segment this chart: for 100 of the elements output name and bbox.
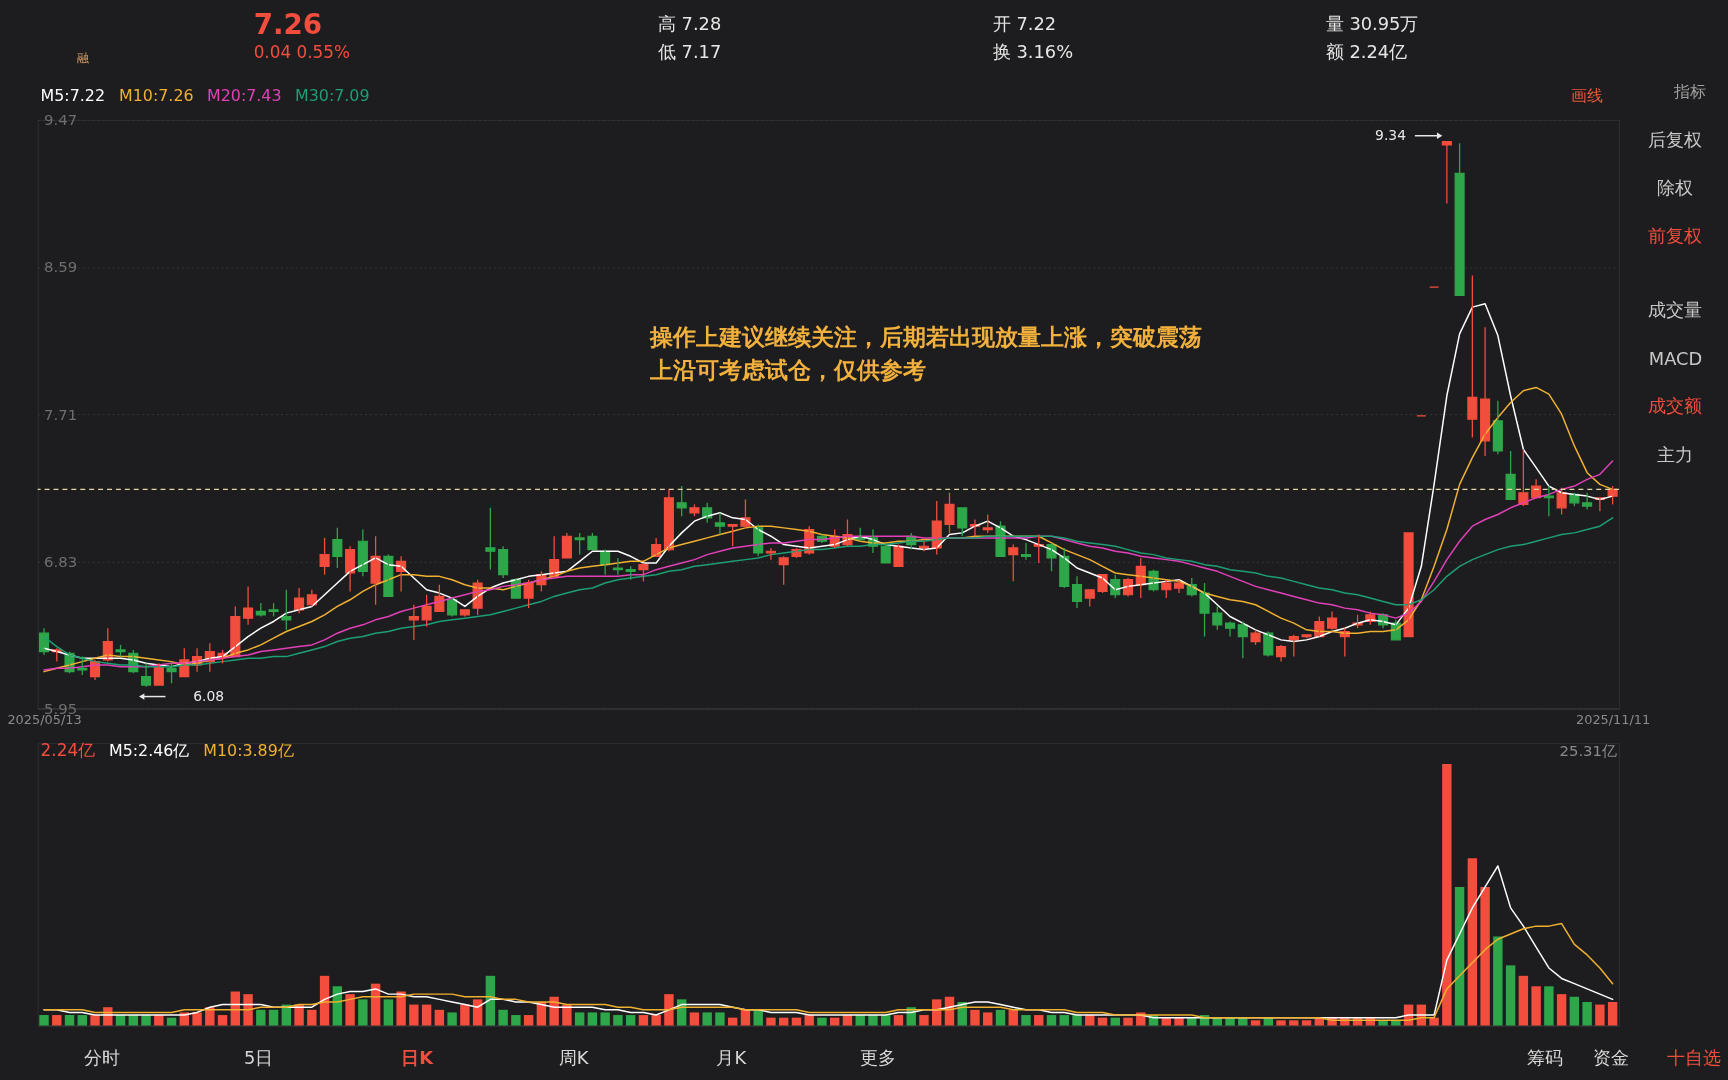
candlestick: [1441, 140, 1452, 205]
text: 资金: [1593, 1047, 1630, 1069]
bar: [1454, 886, 1465, 1026]
bar: [1046, 1015, 1057, 1026]
candlestick: [574, 532, 585, 556]
annotation: 操作上建议继续关注，后期若出现放量上涨，突破震荡上沿可考虑试仓，仅供参考: [648, 323, 1202, 384]
annotation: 9.34: [1375, 126, 1407, 143]
bar: [1225, 1017, 1235, 1026]
text: 5日: [243, 1047, 274, 1069]
bar: [1008, 1009, 1018, 1026]
text: 更多: [859, 1047, 896, 1069]
bar: [332, 986, 343, 1026]
candlestick: [778, 555, 789, 586]
bar: [1518, 975, 1529, 1026]
bar: [1250, 1020, 1261, 1026]
text: 前复权: [1648, 224, 1703, 246]
candlestick: [957, 507, 968, 537]
bar: [166, 1017, 177, 1026]
bar: [1123, 1017, 1133, 1026]
bar: [995, 1009, 1006, 1026]
bar: [766, 1017, 776, 1026]
candlestick: [982, 513, 993, 534]
bar: [1174, 1017, 1184, 1026]
text: 除权: [1657, 177, 1694, 199]
bar: [1212, 1017, 1222, 1026]
text: M20:7.43: [207, 86, 282, 106]
bar: [1238, 1017, 1248, 1026]
bar: [523, 1015, 534, 1026]
bar: [52, 1015, 62, 1026]
bar: [1531, 986, 1541, 1026]
bar: [753, 1009, 763, 1026]
candlestick: [370, 535, 381, 606]
bar: [383, 999, 394, 1026]
bar: [268, 1009, 279, 1026]
text: 额 2.24亿: [1325, 41, 1408, 63]
bar: [1097, 1017, 1108, 1026]
bar: [192, 1012, 202, 1026]
candlestick: [1199, 582, 1210, 638]
bar: [1187, 1017, 1197, 1026]
bar: [702, 1012, 712, 1026]
bar: [345, 994, 355, 1026]
bar: [855, 1015, 865, 1026]
text: 0.04 0.55%: [253, 42, 350, 63]
text: 7.26: [253, 7, 323, 41]
bar: [319, 975, 330, 1026]
bar: [1110, 1017, 1120, 1026]
bar: [1442, 764, 1452, 1026]
candlestick: [1008, 543, 1019, 583]
bar: [128, 1015, 138, 1026]
text: 指标: [1673, 82, 1707, 102]
y-tick-label: 8.59: [44, 258, 78, 277]
bar: [715, 1012, 725, 1026]
text: 分时: [84, 1047, 121, 1069]
candlestick: [1467, 274, 1478, 439]
bar: [970, 1009, 980, 1026]
candlestick: [1097, 574, 1108, 594]
text: 2.24亿: [40, 740, 96, 760]
text: M30:7.09: [295, 86, 370, 106]
bar: [830, 1017, 840, 1026]
bar: [932, 999, 942, 1026]
bar: [421, 1004, 432, 1026]
x-tick-label: 2025/11/11: [1576, 711, 1651, 727]
bar: [1314, 1017, 1325, 1026]
bar: [370, 983, 381, 1026]
bar: [396, 991, 406, 1026]
bar: [1276, 1020, 1286, 1026]
text: 融: [77, 51, 90, 66]
text: 画线: [1571, 86, 1604, 106]
text: 低 7.17: [657, 41, 722, 63]
bar: [689, 1012, 700, 1026]
bar: [307, 1009, 317, 1026]
bar: [868, 1015, 878, 1026]
candlestick: [638, 562, 649, 583]
bar: [1467, 858, 1478, 1026]
bar: [817, 1017, 827, 1026]
candlestick: [1454, 142, 1465, 297]
bar: [39, 1015, 49, 1026]
bar: [1161, 1017, 1171, 1026]
bar: [919, 1015, 929, 1026]
text: 量 30.95万: [1325, 12, 1419, 34]
bar: [1072, 1015, 1082, 1026]
bar: [64, 1015, 75, 1026]
text: 25.31亿: [1559, 742, 1618, 760]
bar: [217, 1015, 228, 1026]
bar: [740, 1009, 751, 1026]
candlestick: [1161, 579, 1172, 599]
bar: [625, 1015, 636, 1026]
candlestick: [714, 512, 725, 536]
bar: [778, 1017, 789, 1026]
candlestick: [77, 655, 88, 676]
bar: [1480, 886, 1490, 1026]
text: M10:7.26: [119, 86, 194, 106]
bar: [1493, 936, 1503, 1026]
candlestick: [727, 523, 738, 547]
bar: [1021, 1015, 1031, 1026]
bar: [1556, 994, 1567, 1026]
candlestick: [166, 660, 177, 685]
text: M5:2.46亿: [108, 741, 190, 760]
bar: [1607, 1001, 1618, 1026]
bar: [638, 1015, 649, 1026]
